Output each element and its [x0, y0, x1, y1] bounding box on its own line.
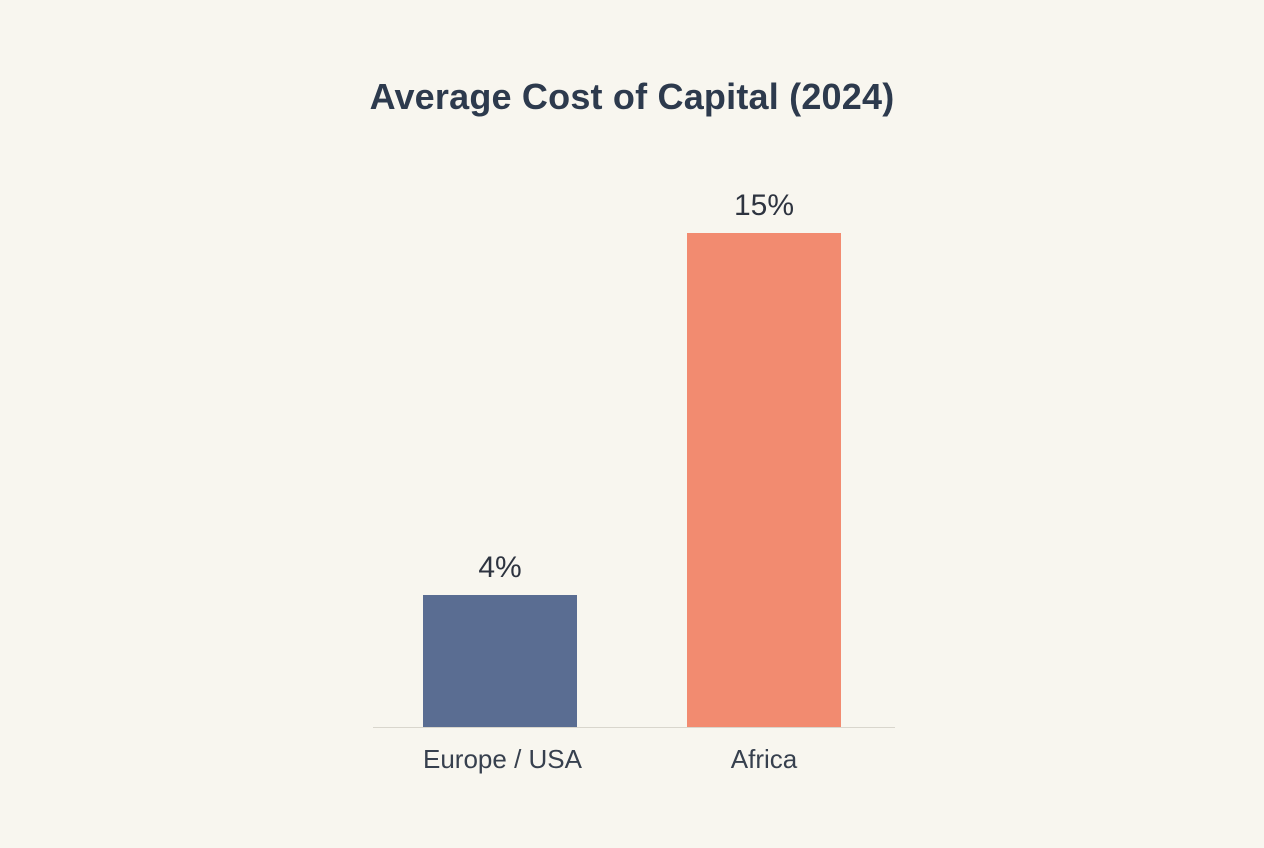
- plot-area: 4% 15%: [423, 189, 841, 727]
- x-axis-line: [373, 727, 895, 728]
- value-label-africa: 15%: [733, 189, 795, 222]
- bar-africa: [687, 233, 841, 727]
- category-label-europe-usa: Europe / USA: [423, 744, 582, 774]
- bar-group-europe-usa: 4%: [423, 551, 577, 727]
- bar-group-africa: 15%: [687, 189, 841, 727]
- bar-europe-usa: [423, 595, 577, 727]
- category-label-africa: Africa: [730, 744, 798, 774]
- chart-title: Average Cost of Capital (2024): [369, 76, 895, 117]
- x-axis-labels: Europe / USA Africa: [0, 744, 1264, 775]
- value-label-europe-usa: 4%: [478, 551, 522, 584]
